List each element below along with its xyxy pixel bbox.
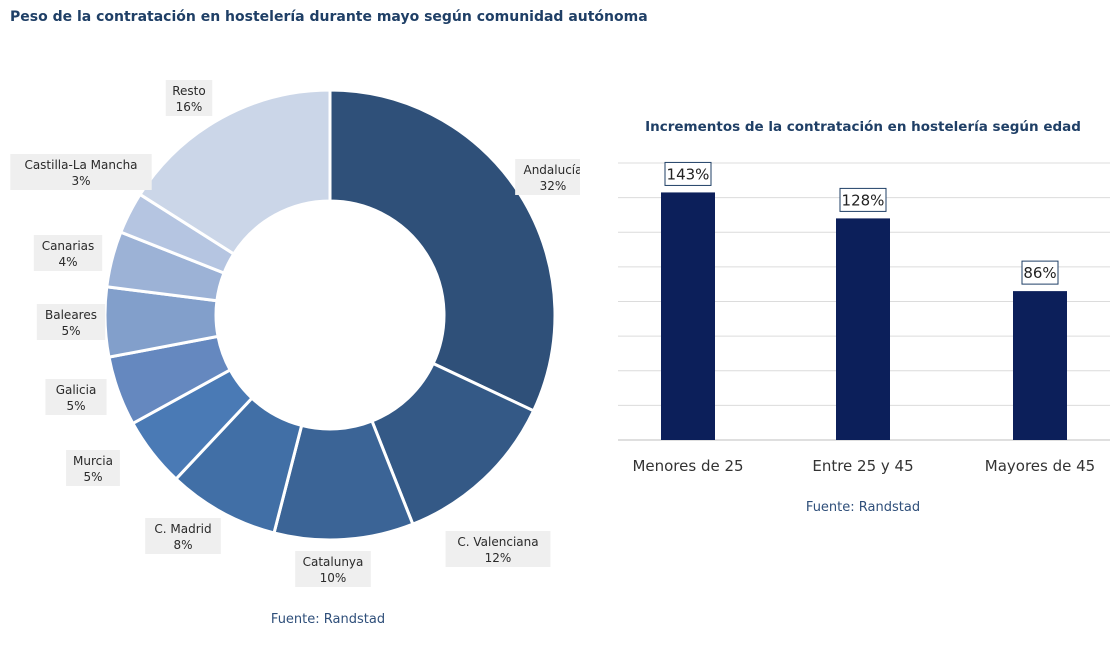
- bar-value-label: 128%: [842, 191, 885, 209]
- donut-label-box: [45, 379, 107, 415]
- donut-label-value: 3%: [71, 174, 90, 188]
- donut-label-name: Murcia: [73, 454, 113, 468]
- donut-label-name: Galicia: [56, 383, 97, 397]
- bar-mayores-de-45: [1013, 291, 1067, 440]
- donut-label-value: 12%: [485, 551, 512, 565]
- donut-label-box: [295, 551, 371, 587]
- donut-label-name: Catalunya: [303, 555, 364, 569]
- donut-label-name: C. Madrid: [154, 522, 211, 536]
- donut-label-value: 16%: [176, 100, 203, 114]
- donut-label-box: [33, 235, 103, 271]
- donut-label: Murcia 5%: [66, 450, 120, 486]
- donut-label: Galicia 5%: [45, 379, 107, 415]
- bar-chart-title: Incrementos de la contratación en hostel…: [645, 119, 1081, 135]
- donut-label-name: C. Valenciana: [457, 535, 538, 549]
- bar-marks: 143% Menores de 25 128% Entre 25 y 45 86% May…: [632, 161, 1095, 475]
- bar-category-label: Menores de 25: [632, 457, 743, 475]
- bar-category-label: Entre 25 y 45: [812, 457, 913, 475]
- donut-label: Castilla-La Mancha 3%: [10, 154, 152, 190]
- donut-label-name: Baleares: [45, 308, 97, 322]
- donut-label-box: [66, 450, 120, 486]
- donut-label-name: Castilla-La Mancha: [24, 158, 137, 172]
- donut-label: Canarias 4%: [33, 235, 103, 271]
- donut-source: Fuente: Randstad: [271, 612, 385, 627]
- donut-label-box: [36, 304, 106, 340]
- bar-value-label: 86%: [1023, 264, 1056, 282]
- donut-label: C. Madrid 8%: [145, 518, 221, 554]
- donut-slice-andaluc-a: [328, 88, 557, 413]
- donut-label: Resto 16%: [165, 80, 213, 116]
- bar-category-label: Mayores de 45: [985, 457, 1095, 475]
- page-title: Peso de la contratación en hostelería du…: [10, 9, 648, 25]
- donut-label-value: 5%: [66, 399, 85, 413]
- bar-value-label: 143%: [667, 165, 710, 183]
- bar-menores-de-25: [661, 192, 715, 440]
- donut-label: C. Valenciana 12%: [445, 531, 551, 567]
- donut-label-value: 5%: [83, 470, 102, 484]
- donut-label: Catalunya 10%: [295, 551, 371, 587]
- donut-slices: [103, 88, 557, 542]
- donut-label-value: 8%: [173, 538, 192, 552]
- donut-label-value: 10%: [320, 571, 347, 585]
- donut-label-name: Resto: [172, 84, 205, 98]
- donut-slice-resto: [137, 88, 332, 256]
- bar-value-box: [664, 161, 712, 186]
- donut-labels: Andalucía 32% C. Valenciana 12% Catalunya 10%…: [10, 80, 580, 587]
- donut-label-name: Canarias: [42, 239, 95, 253]
- donut-label-box: [445, 531, 551, 567]
- bar-chart-source: Fuente: Randstad: [806, 500, 920, 515]
- donut-label-name: Andalucía: [523, 163, 580, 177]
- donut-label: Baleares 5%: [36, 304, 106, 340]
- donut-chart: Andalucía 32% C. Valenciana 12% Catalunya 10%…: [10, 80, 580, 627]
- donut-label-box: [165, 80, 213, 116]
- donut-label: Andalucía 32%: [515, 159, 580, 195]
- donut-label-value: 32%: [540, 179, 567, 193]
- donut-label-box: [515, 159, 580, 195]
- donut-label-value: 4%: [58, 255, 77, 269]
- donut-label-value: 5%: [61, 324, 80, 338]
- donut-label-box: [145, 518, 221, 554]
- bar-value-box: [1021, 260, 1059, 285]
- bar-value-box: [839, 187, 887, 212]
- donut-label-box: [10, 154, 152, 190]
- bar-entre-25-y-45: [836, 218, 890, 440]
